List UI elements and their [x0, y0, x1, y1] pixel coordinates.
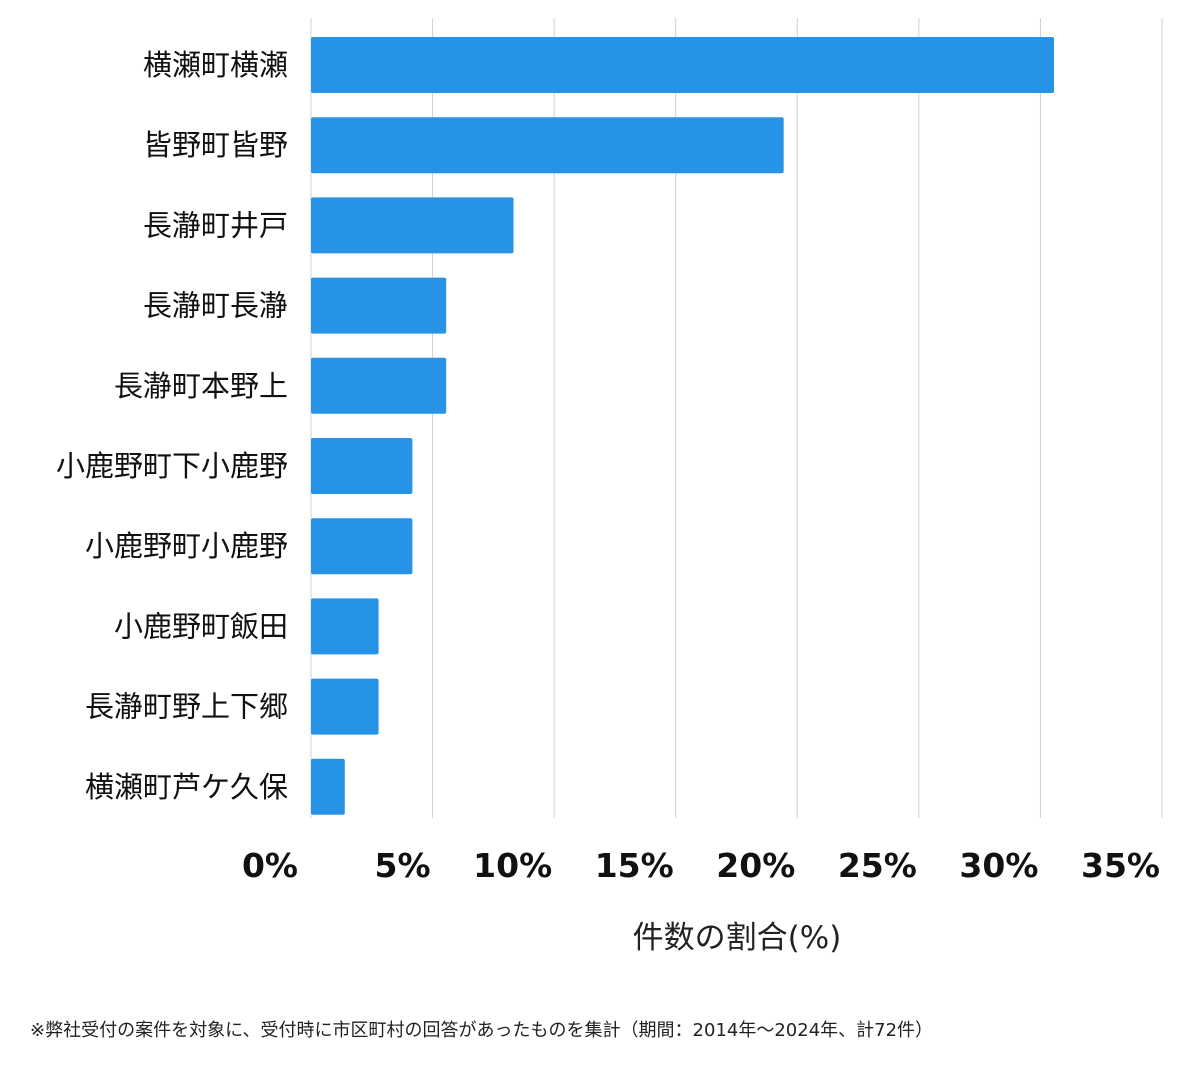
x-tick-label: 25%	[838, 846, 917, 885]
category-label: 長瀞町野上下郷	[85, 690, 288, 724]
x-axis-label: 件数の割合(%)	[633, 920, 842, 956]
category-label: 小鹿野町小鹿野	[85, 529, 288, 563]
bar	[311, 598, 379, 655]
category-label: 皆野町皆野	[143, 128, 288, 162]
x-tick-label: 30%	[959, 846, 1038, 885]
bar-chart: 横瀬町横瀬皆野町皆野長瀞町井戸長瀞町長瀞長瀞町本野上小鹿野町下小鹿野小鹿野町小鹿…	[56, 18, 1163, 956]
footnote: ※弊社受付の案件を対象に、受付時に市区町村の回答があったものを集計（期間：201…	[30, 1020, 934, 1041]
category-label: 横瀬町横瀬	[143, 48, 288, 82]
bar	[311, 357, 447, 414]
bar	[311, 518, 413, 575]
bar	[311, 678, 379, 735]
x-tick-label: 5%	[375, 846, 431, 885]
x-tick-label: 0%	[242, 846, 298, 885]
bar	[311, 117, 784, 174]
category-label: 長瀞町本野上	[114, 369, 288, 403]
category-label: 横瀬町芦ケ久保	[85, 770, 288, 804]
category-label: 長瀞町井戸	[143, 208, 288, 242]
category-label: 小鹿野町下小鹿野	[56, 449, 288, 483]
category-labels: 横瀬町横瀬皆野町皆野長瀞町井戸長瀞町長瀞長瀞町本野上小鹿野町下小鹿野小鹿野町小鹿…	[56, 48, 288, 804]
bar	[311, 438, 413, 494]
bars	[311, 37, 1055, 815]
x-tick-label: 10%	[473, 846, 552, 885]
x-tick-label: 20%	[716, 846, 795, 885]
x-tick-labels: 0% 5% 10% 15% 20% 25% 30% 35%	[242, 846, 1160, 885]
x-tick-label: 15%	[595, 846, 674, 885]
bar	[311, 197, 514, 254]
bar	[311, 37, 1055, 93]
x-tick-label: 35%	[1081, 846, 1160, 885]
bar	[311, 758, 345, 815]
bar	[311, 277, 447, 334]
category-label: 長瀞町長瀞	[143, 289, 288, 323]
category-label: 小鹿野町飯田	[114, 609, 288, 643]
